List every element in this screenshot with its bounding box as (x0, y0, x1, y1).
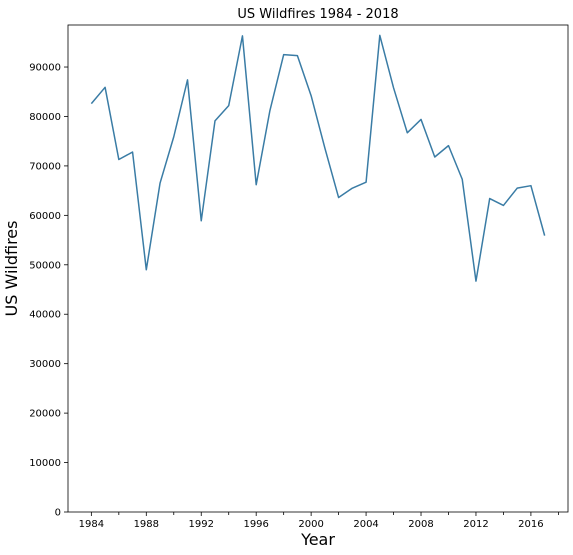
x-tick-label: 1988 (134, 519, 159, 530)
x-tick-label: 2004 (353, 519, 378, 530)
y-tick-label: 60000 (29, 211, 61, 222)
y-tick-label: 0 (55, 508, 61, 519)
y-tick-label: 30000 (29, 359, 61, 370)
series-layer (90, 34, 546, 282)
plot-frame (67, 24, 569, 513)
x-tick-label: 1984 (79, 519, 104, 530)
x-tick-label: 1992 (189, 519, 214, 530)
chart-title: US Wildfires 1984 - 2018 (237, 7, 398, 22)
y-tick-label: 80000 (29, 112, 61, 123)
x-tick-label: 1996 (243, 519, 268, 530)
x-tick-label: 2008 (408, 519, 433, 530)
y-tick-label: 90000 (29, 63, 61, 74)
x-tick-label: 2000 (298, 519, 323, 530)
x-axis-label: Year (300, 530, 335, 549)
x-axis: 1984 1988 1992 1996 2000 2004 2008 2012 2016 (79, 512, 559, 530)
y-tick-label: 40000 (29, 310, 61, 321)
x-tick-label: 2012 (463, 519, 488, 530)
series-line (90, 34, 546, 282)
y-axis: 0 10000 20000 30000 40000 50000 60000 70000 8000… (29, 63, 68, 519)
y-tick-label: 20000 (29, 409, 61, 420)
y-axis-label: US Wildfires (2, 221, 21, 317)
y-tick-label: 50000 (29, 260, 61, 271)
x-tick-label: 2016 (518, 519, 543, 530)
y-tick-label: 10000 (29, 458, 61, 469)
y-tick-label: 70000 (29, 161, 61, 172)
